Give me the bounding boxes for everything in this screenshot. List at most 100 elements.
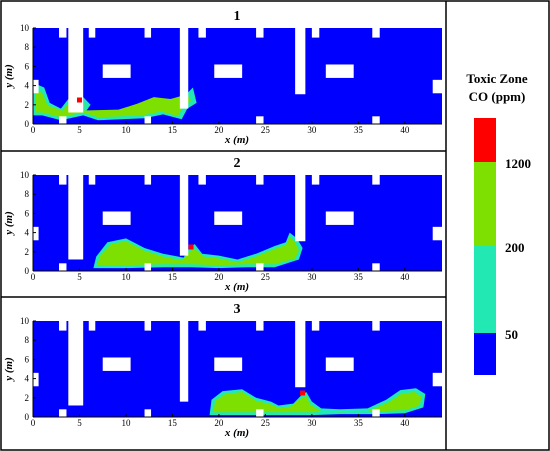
legend-label-50: 50 [505, 327, 518, 342]
building-void [372, 116, 380, 124]
x-axis-label: x (m) [224, 281, 249, 293]
x-tick-label: 40 [400, 418, 410, 428]
y-tick-label: 10 [20, 316, 30, 326]
x-axis-label: x (m) [224, 134, 249, 146]
building-void [144, 116, 152, 124]
legend-swatch-1200 [474, 162, 496, 246]
y-tick-label: 0 [25, 412, 30, 422]
building-void [88, 28, 96, 38]
y-tick-label: 6 [25, 61, 30, 71]
x-tick-label: 25 [261, 272, 271, 282]
y-tick-label: 4 [25, 374, 30, 384]
building-void [33, 79, 39, 94]
zone-above-1200-ppm [97, 236, 299, 266]
building-void [59, 175, 67, 185]
x-tick-label: 5 [77, 125, 82, 135]
building-void [432, 226, 442, 241]
y-tick-label: 2 [25, 247, 30, 257]
zone-above-1200-ppm [213, 392, 422, 413]
x-tick-label: 35 [354, 125, 364, 135]
building-void [372, 175, 380, 185]
building-void [325, 64, 354, 78]
building-void [144, 175, 152, 185]
legend-title-line2: CO (ppm) [469, 89, 526, 104]
building-void [295, 28, 306, 95]
x-tick-label: 0 [31, 125, 36, 135]
y-axis-label: y (m) [3, 357, 15, 383]
building-void [33, 226, 39, 241]
building-void [33, 372, 39, 387]
y-tick-label: 0 [25, 119, 30, 129]
building-void [179, 175, 189, 256]
x-tick-label: 0 [31, 272, 36, 282]
x-tick-label: 10 [121, 272, 131, 282]
building-void [59, 263, 67, 271]
building-void [88, 321, 96, 331]
building-void [325, 357, 354, 371]
building-void [372, 409, 380, 417]
x-tick-label: 30 [307, 125, 317, 135]
building-void [59, 28, 67, 38]
y-tick-label: 4 [25, 81, 30, 91]
x-tick-label: 20 [214, 272, 224, 282]
legend-swatch-source [474, 118, 496, 162]
building-void [372, 321, 380, 331]
x-tick-label: 10 [121, 125, 131, 135]
x-tick-label: 25 [261, 418, 271, 428]
x-tick-label: 40 [400, 272, 410, 282]
building-void [88, 175, 96, 185]
building-void [144, 28, 152, 38]
building-void [198, 28, 206, 38]
x-tick-label: 30 [307, 272, 317, 282]
x-tick-label: 40 [400, 125, 410, 135]
legend-title-line1: Toxic Zone [466, 71, 528, 86]
building-void [102, 357, 131, 371]
building-void [59, 409, 67, 417]
building-void [179, 321, 189, 402]
panel-title: 1 [234, 9, 241, 24]
y-tick-label: 6 [25, 208, 30, 218]
x-tick-label: 25 [261, 125, 271, 135]
legend: Toxic Zone CO (ppm) 1200 200 50 [466, 71, 531, 375]
building-void [256, 28, 264, 38]
building-void [144, 321, 152, 331]
y-tick-label: 2 [25, 393, 30, 403]
building-void [214, 64, 243, 78]
y-tick-label: 8 [25, 42, 30, 52]
legend-label-1200: 1200 [505, 156, 531, 171]
leak-source-marker [76, 97, 82, 103]
legend-swatch-50 [474, 333, 496, 375]
building-void [59, 321, 67, 331]
x-tick-label: 15 [168, 418, 178, 428]
leak-source-marker [188, 244, 194, 250]
x-tick-label: 35 [354, 272, 364, 282]
legend-swatch-200 [474, 246, 496, 333]
building-void [68, 175, 84, 260]
x-tick-label: 5 [77, 272, 82, 282]
building-void [256, 409, 264, 417]
x-tick-label: 20 [214, 418, 224, 428]
panel-title: 3 [234, 302, 241, 317]
y-tick-label: 2 [25, 100, 30, 110]
x-tick-label: 0 [31, 418, 36, 428]
building-void [432, 372, 442, 387]
y-axis-label: y (m) [3, 64, 15, 90]
x-tick-label: 10 [121, 418, 131, 428]
building-void [295, 321, 306, 388]
building-void [68, 28, 84, 113]
building-void [256, 116, 264, 124]
y-tick-label: 8 [25, 335, 30, 345]
y-tick-label: 6 [25, 354, 30, 364]
y-axis-label: y (m) [3, 211, 15, 237]
y-tick-label: 4 [25, 228, 30, 238]
building-void [372, 263, 380, 271]
y-tick-label: 10 [20, 170, 30, 180]
y-tick-label: 10 [20, 23, 30, 33]
x-tick-label: 15 [168, 125, 178, 135]
y-tick-label: 0 [25, 266, 30, 276]
building-void [179, 28, 189, 109]
